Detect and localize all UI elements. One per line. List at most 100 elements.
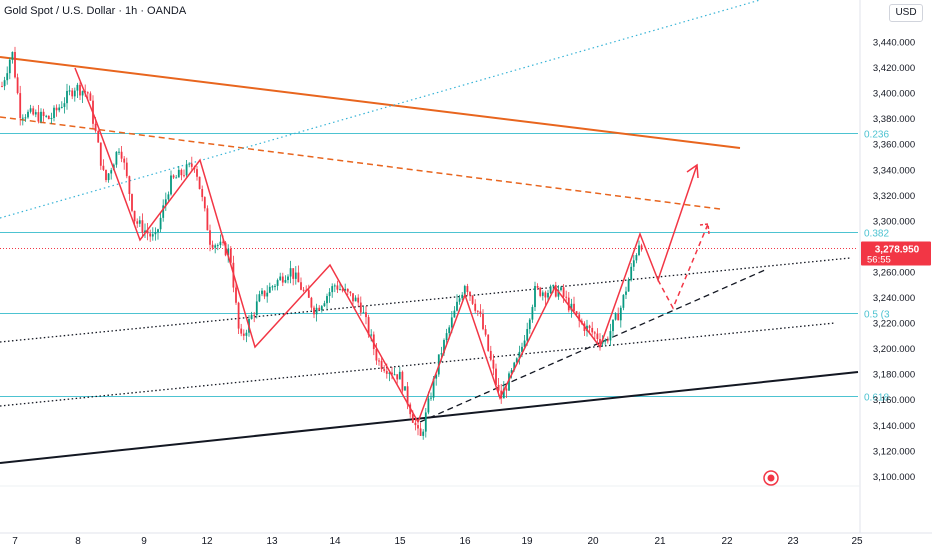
candle-body: [177, 169, 180, 178]
candle-body: [552, 285, 555, 287]
candle-body: [414, 422, 417, 426]
candle-body: [406, 386, 409, 405]
candle-body: [141, 220, 144, 233]
candle-body: [97, 131, 100, 143]
candle-body: [479, 311, 482, 314]
candle-body: [484, 329, 487, 335]
candle-body: [60, 106, 63, 108]
candle-body: [375, 349, 378, 361]
price-tick-label: 3,400.000: [873, 89, 915, 100]
grid-layer: [0, 0, 932, 534]
candle-body: [560, 287, 562, 291]
candle-body: [586, 325, 588, 332]
candle-body: [105, 169, 107, 181]
candle-body: [443, 340, 445, 354]
dashed-projection-arrow-head: [699, 223, 710, 235]
candle-body: [339, 289, 341, 291]
candle-body: [99, 142, 102, 166]
countdown-label: 56:55: [867, 255, 891, 266]
candle-body: [502, 388, 505, 399]
candle-body: [326, 296, 328, 304]
price-tick-label: 3,360.000: [873, 140, 915, 151]
candle-body: [354, 297, 357, 302]
candle-body: [435, 374, 438, 379]
candle-body: [518, 351, 521, 359]
descending-channel-line: [0, 56, 741, 149]
candle-body: [157, 229, 159, 233]
current-price-label: 3,278.950: [875, 245, 920, 256]
candle-body: [599, 339, 601, 344]
candle-body: [19, 93, 22, 119]
candle-body: [630, 266, 633, 280]
candle-body: [45, 115, 48, 117]
candle-body: [515, 358, 518, 363]
candle-body: [266, 292, 269, 297]
candle-body: [365, 312, 367, 318]
price-tick-label: 3,140.000: [873, 421, 915, 432]
candle-body: [261, 290, 263, 295]
chart-extras: [763, 470, 779, 486]
candle-body: [284, 280, 287, 283]
time-axis[interactable]: 7 8 9 12 13 14 15 16 19 20 21 22 23 25: [12, 536, 863, 547]
projection-arrow-head: [686, 163, 699, 179]
price-tick-label: 3,260.000: [873, 267, 915, 278]
time-tick-label: 16: [459, 536, 471, 547]
fib-label: 0.618: [864, 393, 889, 404]
currency-selector-button[interactable]: USD: [889, 4, 923, 22]
candle-body: [167, 194, 170, 200]
candle-body: [149, 233, 152, 237]
candle-body: [138, 220, 141, 224]
candle-body: [378, 360, 380, 362]
candle-body: [612, 319, 614, 332]
price-axis[interactable]: 3,440.000 3,420.000 3,400.000 3,380.000 3,36…: [861, 38, 931, 483]
candle-body: [614, 313, 617, 320]
candle-body: [263, 290, 266, 297]
candle-body: [294, 272, 297, 279]
candle-body: [424, 412, 427, 432]
candle-body: [453, 310, 456, 318]
candle-body: [448, 327, 451, 334]
candle-body: [55, 107, 58, 111]
candle-body: [118, 151, 120, 153]
candle-body: [388, 372, 391, 374]
candle-body: [76, 84, 79, 91]
candle-body: [102, 165, 105, 170]
candle-body: [240, 328, 243, 334]
candle-body: [588, 325, 591, 328]
candle-body: [47, 115, 50, 120]
candle-body: [310, 297, 313, 308]
candle-body: [575, 311, 578, 315]
candle-body: [107, 173, 110, 181]
economic-event-icon-dot: [767, 474, 775, 482]
candle-body: [570, 303, 573, 311]
time-tick-label: 12: [201, 536, 213, 547]
candle-body: [593, 332, 596, 334]
candle-body: [242, 333, 245, 336]
candle-body: [391, 372, 393, 375]
candle-body: [531, 307, 534, 320]
price-tick-label: 3,440.000: [873, 38, 915, 49]
candle-body: [336, 285, 339, 290]
candle-body: [344, 288, 347, 291]
candle-body: [544, 292, 547, 298]
candle-body: [617, 313, 620, 321]
zigzag-path: [74, 67, 698, 424]
candle-body: [458, 298, 461, 302]
candle-body: [627, 279, 630, 292]
candle-body: [450, 317, 453, 328]
candle-body: [37, 112, 40, 122]
candle-body: [534, 285, 536, 308]
candle-body: [164, 199, 167, 206]
candle-body: [359, 302, 362, 313]
candle-body: [274, 285, 276, 287]
candle-body: [440, 353, 443, 355]
candle-body: [445, 333, 448, 341]
candle-body: [66, 90, 68, 104]
candle-body: [549, 286, 552, 293]
candle-body: [1, 86, 3, 88]
candle-body: [190, 163, 193, 167]
candle-body: [640, 245, 643, 250]
candle-body: [133, 210, 136, 222]
candle-body: [523, 340, 526, 347]
